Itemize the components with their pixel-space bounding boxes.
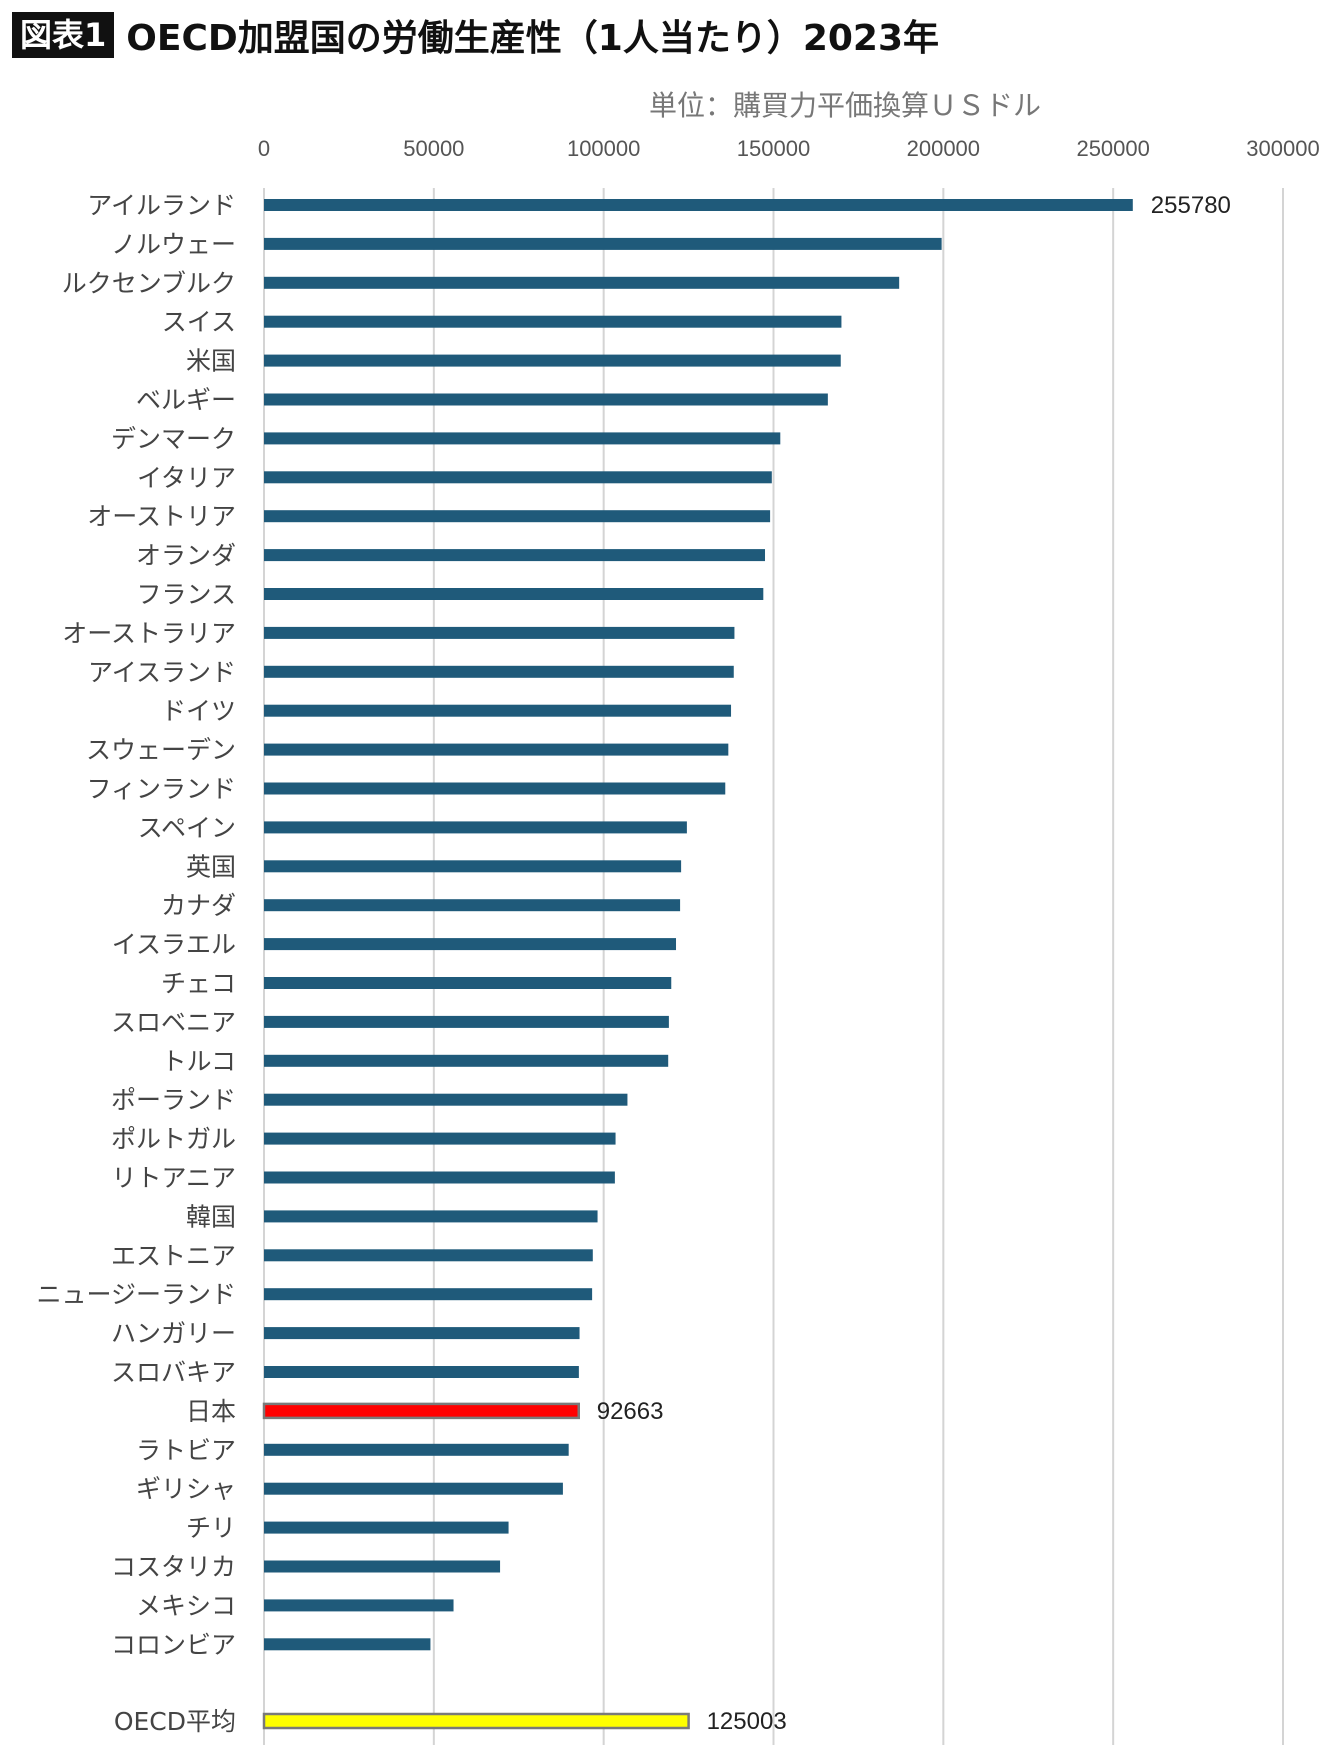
bar-29 — [264, 1288, 593, 1301]
bar-4 — [264, 315, 842, 328]
category-label: チェコ — [161, 969, 236, 998]
bar-28 — [264, 1249, 593, 1262]
category-label: エストニア — [111, 1241, 236, 1270]
bar-9 — [264, 510, 771, 523]
bar-8 — [264, 471, 772, 484]
gridlines — [263, 188, 1284, 1745]
bar-22 — [264, 1015, 669, 1028]
bar-12 — [264, 626, 735, 639]
category-label: オーストラリア — [62, 619, 236, 648]
x-tick-label: 50000 — [403, 136, 464, 161]
x-tick-label: 100000 — [567, 136, 640, 161]
bar-18 — [264, 860, 682, 873]
bar-35 — [264, 1521, 509, 1534]
bar-16 — [264, 782, 726, 795]
bar-30 — [264, 1327, 580, 1340]
category-label: OECD平均 — [114, 1707, 236, 1736]
bar-27 — [264, 1210, 598, 1223]
bar-26 — [264, 1171, 615, 1184]
category-label: メキシコ — [136, 1591, 236, 1620]
category-label: ルクセンブルク — [62, 269, 236, 298]
bar-11 — [264, 588, 764, 600]
bar-24 — [264, 1093, 628, 1106]
category-label: コロンビア — [111, 1630, 236, 1659]
category-label: オランダ — [136, 541, 236, 570]
x-tick-label: 0 — [258, 136, 270, 161]
category-label: ポルトガル — [111, 1125, 236, 1154]
chart-header: 図表1 OECD加盟国の労働生産性（1人当たり）2023年 — [12, 12, 940, 59]
bar-5 — [264, 354, 841, 367]
bar-1 — [264, 199, 1133, 211]
bar-37 — [264, 1599, 454, 1612]
category-label: ギリシャ — [136, 1475, 236, 1504]
bar-2 — [264, 237, 942, 250]
x-tick-label: 150000 — [737, 136, 810, 161]
bar-17 — [264, 821, 687, 834]
x-tick-label: 300000 — [1246, 136, 1319, 161]
category-label: ハンガリー — [111, 1319, 236, 1348]
category-label: スウェーデン — [86, 736, 236, 765]
x-tick-label: 250000 — [1076, 136, 1149, 161]
category-label: 日本 — [186, 1397, 236, 1426]
category-label: トルコ — [161, 1047, 236, 1076]
data-label: 125003 — [707, 1708, 787, 1735]
bar-23 — [264, 1054, 669, 1067]
category-label: スペイン — [138, 813, 236, 842]
data-label: 255780 — [1151, 192, 1231, 219]
category-label: リトアニア — [111, 1164, 236, 1193]
bar-36 — [264, 1560, 501, 1573]
bar-7 — [264, 432, 781, 445]
bar-19 — [264, 899, 681, 912]
bar-13 — [264, 665, 734, 678]
bar-32 — [262, 1402, 580, 1420]
bar-10 — [264, 549, 766, 562]
bar-15 — [264, 743, 729, 756]
category-label: ニュージーランド — [36, 1280, 236, 1309]
category-label: アイスランド — [88, 658, 236, 687]
category-label: ラトビア — [136, 1436, 236, 1465]
bar-25 — [264, 1132, 616, 1145]
category-label: ベルギー — [136, 386, 236, 415]
bar-39 — [262, 1712, 690, 1730]
chart-title: OECD加盟国の労働生産性（1人当たり）2023年 — [126, 18, 940, 59]
category-label: スロベニア — [111, 1008, 236, 1037]
category-label: コスタリカ — [111, 1553, 236, 1582]
category-label: フィンランド — [86, 775, 236, 804]
bar-33 — [264, 1443, 569, 1456]
data-labels: 255780 92663 125003 — [597, 192, 1231, 1735]
bar-14 — [264, 704, 732, 717]
category-label: 英国 — [186, 852, 236, 881]
category-label: 米国 — [186, 347, 236, 376]
bar-6 — [264, 393, 828, 406]
category-label: ノルウェー — [111, 230, 236, 259]
category-label: カナダ — [161, 891, 236, 920]
x-tick-label: 200000 — [907, 136, 980, 161]
bar-3 — [264, 276, 900, 289]
bars — [262, 199, 1133, 1730]
category-label: イスラエル — [112, 930, 236, 959]
x-axis-ticks: 0 50000 100000 150000 200000 250000 300000 — [258, 136, 1320, 161]
category-label: イタリア — [137, 463, 236, 492]
figure-badge: 図表1 — [12, 12, 115, 58]
bar-20 — [264, 938, 677, 951]
category-label: ポーランド — [111, 1086, 236, 1115]
bar-34 — [264, 1482, 563, 1495]
category-label: スロバキア — [111, 1358, 236, 1387]
category-label: 韓国 — [186, 1202, 236, 1231]
category-label: スイス — [162, 308, 236, 337]
data-label: 92663 — [597, 1398, 664, 1425]
category-label: ドイツ — [161, 697, 236, 726]
category-label: チリ — [186, 1514, 236, 1543]
category-label: デンマーク — [111, 424, 236, 453]
category-label: オーストリア — [87, 502, 236, 531]
category-label: アイルランド — [87, 191, 236, 220]
category-labels: アイルランドノルウェールクセンブルクスイス米国ベルギーデンマークイタリアオースト… — [36, 191, 236, 1736]
bar-31 — [264, 1366, 579, 1378]
unit-label: 単位：購買力平価換算ＵＳドル — [649, 89, 1041, 122]
bar-38 — [264, 1638, 431, 1651]
category-label: フランス — [136, 580, 236, 609]
bar-21 — [264, 977, 672, 989]
